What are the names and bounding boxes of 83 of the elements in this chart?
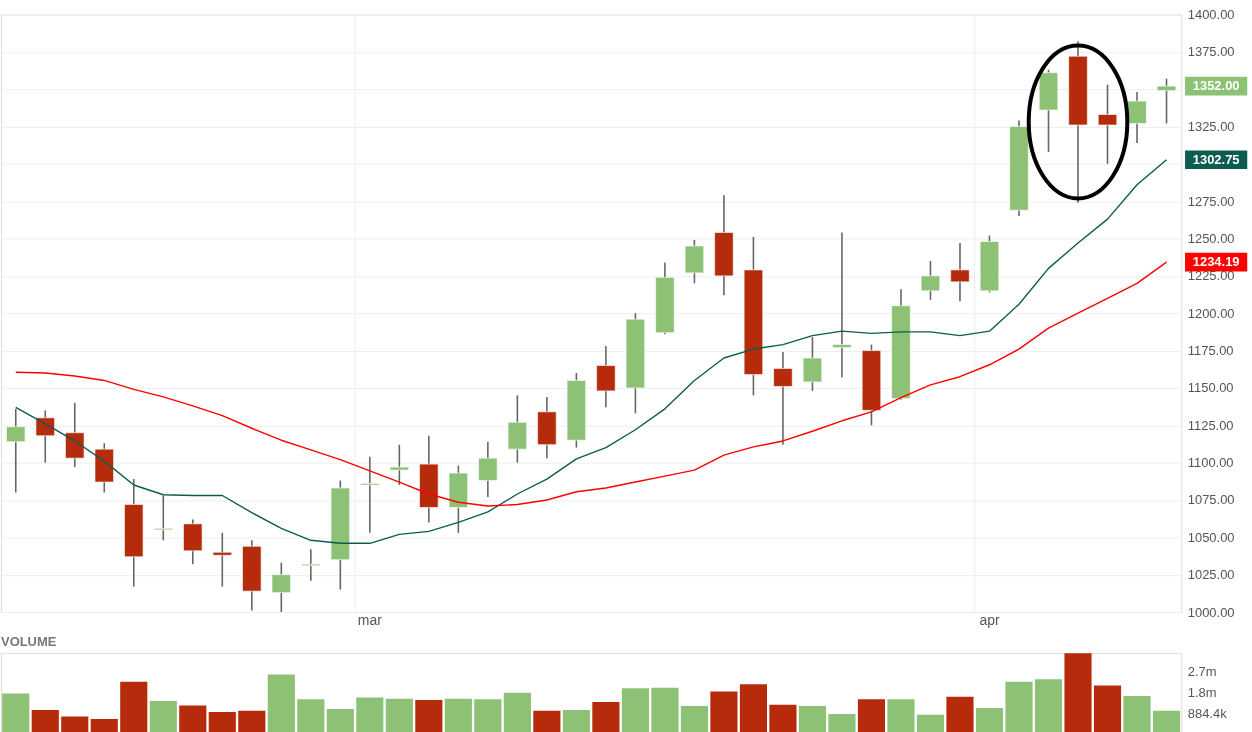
candlestick	[389, 443, 409, 486]
candlestick	[478, 440, 498, 498]
y-tick-label: 1100.00	[1187, 455, 1234, 471]
bar	[326, 708, 354, 732]
bar	[415, 699, 443, 732]
bar	[798, 705, 827, 732]
bar	[179, 705, 207, 732]
bar	[1034, 679, 1063, 732]
text: 1302.75	[1192, 151, 1240, 167]
bar	[356, 697, 384, 732]
candlestick	[1156, 77, 1177, 125]
y-tick-label: 1225.00	[1187, 268, 1235, 284]
bar	[2, 693, 30, 732]
bar	[238, 710, 266, 732]
y-tick-label: 1250.00	[1187, 231, 1235, 246]
bar	[1123, 695, 1151, 732]
bar	[739, 684, 767, 732]
y-tick-label: 1375.00	[1187, 44, 1235, 60]
bar	[946, 696, 974, 732]
bar	[975, 708, 1004, 732]
candlestick	[920, 260, 941, 301]
bar	[474, 699, 502, 732]
candlestick	[832, 231, 852, 379]
y-tick-label: 1125.00	[1187, 417, 1234, 433]
bar	[916, 714, 945, 732]
bar	[1093, 685, 1122, 732]
bar	[503, 692, 531, 732]
bar	[267, 674, 295, 732]
line-series	[15, 261, 1168, 507]
text: 1234.19	[1192, 254, 1240, 270]
candlestick	[153, 494, 173, 542]
bar	[828, 713, 856, 732]
candlestick	[1097, 83, 1118, 165]
bar	[149, 700, 177, 732]
y-tick-label: 1025.00	[1187, 567, 1235, 583]
candlestick	[360, 455, 380, 534]
bar	[562, 709, 590, 732]
bar	[533, 710, 561, 732]
bar	[31, 709, 59, 732]
y-tick-label: 1175.00	[1187, 343, 1234, 359]
bar	[1064, 653, 1092, 732]
candlestick	[212, 532, 232, 588]
candlestick	[271, 561, 291, 613]
bar	[651, 687, 679, 732]
x-tick-label: apr	[979, 612, 1000, 629]
candlestick	[802, 336, 823, 392]
bar	[61, 716, 89, 732]
y-tick-label: 2.7m	[1187, 664, 1217, 680]
candlestick	[1127, 91, 1147, 144]
bar	[208, 712, 236, 732]
candlestick	[773, 351, 793, 446]
bar	[887, 699, 915, 732]
y-tick-label: 1150.00	[1187, 380, 1234, 396]
line-series	[15, 159, 1168, 544]
bar	[1005, 681, 1033, 732]
x-tick-label: mar	[357, 612, 383, 629]
bar	[444, 698, 472, 732]
bar	[710, 691, 738, 732]
y-tick-label: 1200.00	[1187, 305, 1235, 321]
bar	[857, 699, 886, 732]
candlestick	[950, 242, 970, 303]
bar	[385, 698, 413, 732]
y-tick-label: 1325.00	[1187, 118, 1235, 134]
bar	[621, 688, 649, 732]
y-tick-label: 1275.00	[1187, 193, 1235, 209]
bar	[592, 702, 620, 732]
y-tick-label: 1400.00	[1187, 6, 1235, 22]
bar	[297, 699, 325, 732]
bar	[680, 705, 708, 732]
candlestick	[6, 408, 26, 494]
y-tick-label: 1000.00	[1187, 604, 1235, 620]
bar	[90, 718, 118, 732]
candlestick	[301, 548, 321, 582]
chart-title: VOLUME	[1, 633, 57, 649]
bar	[1152, 710, 1181, 732]
bar	[769, 704, 797, 732]
text: 1352.00	[1192, 78, 1240, 94]
y-tick-label: 1075.00	[1187, 492, 1235, 508]
y-tick-label: 1.8m	[1187, 685, 1217, 701]
y-tick-label: 1050.00	[1187, 529, 1235, 545]
candlestick	[35, 409, 55, 464]
y-tick-label: 884.4k	[1187, 706, 1228, 722]
bar	[120, 681, 148, 732]
